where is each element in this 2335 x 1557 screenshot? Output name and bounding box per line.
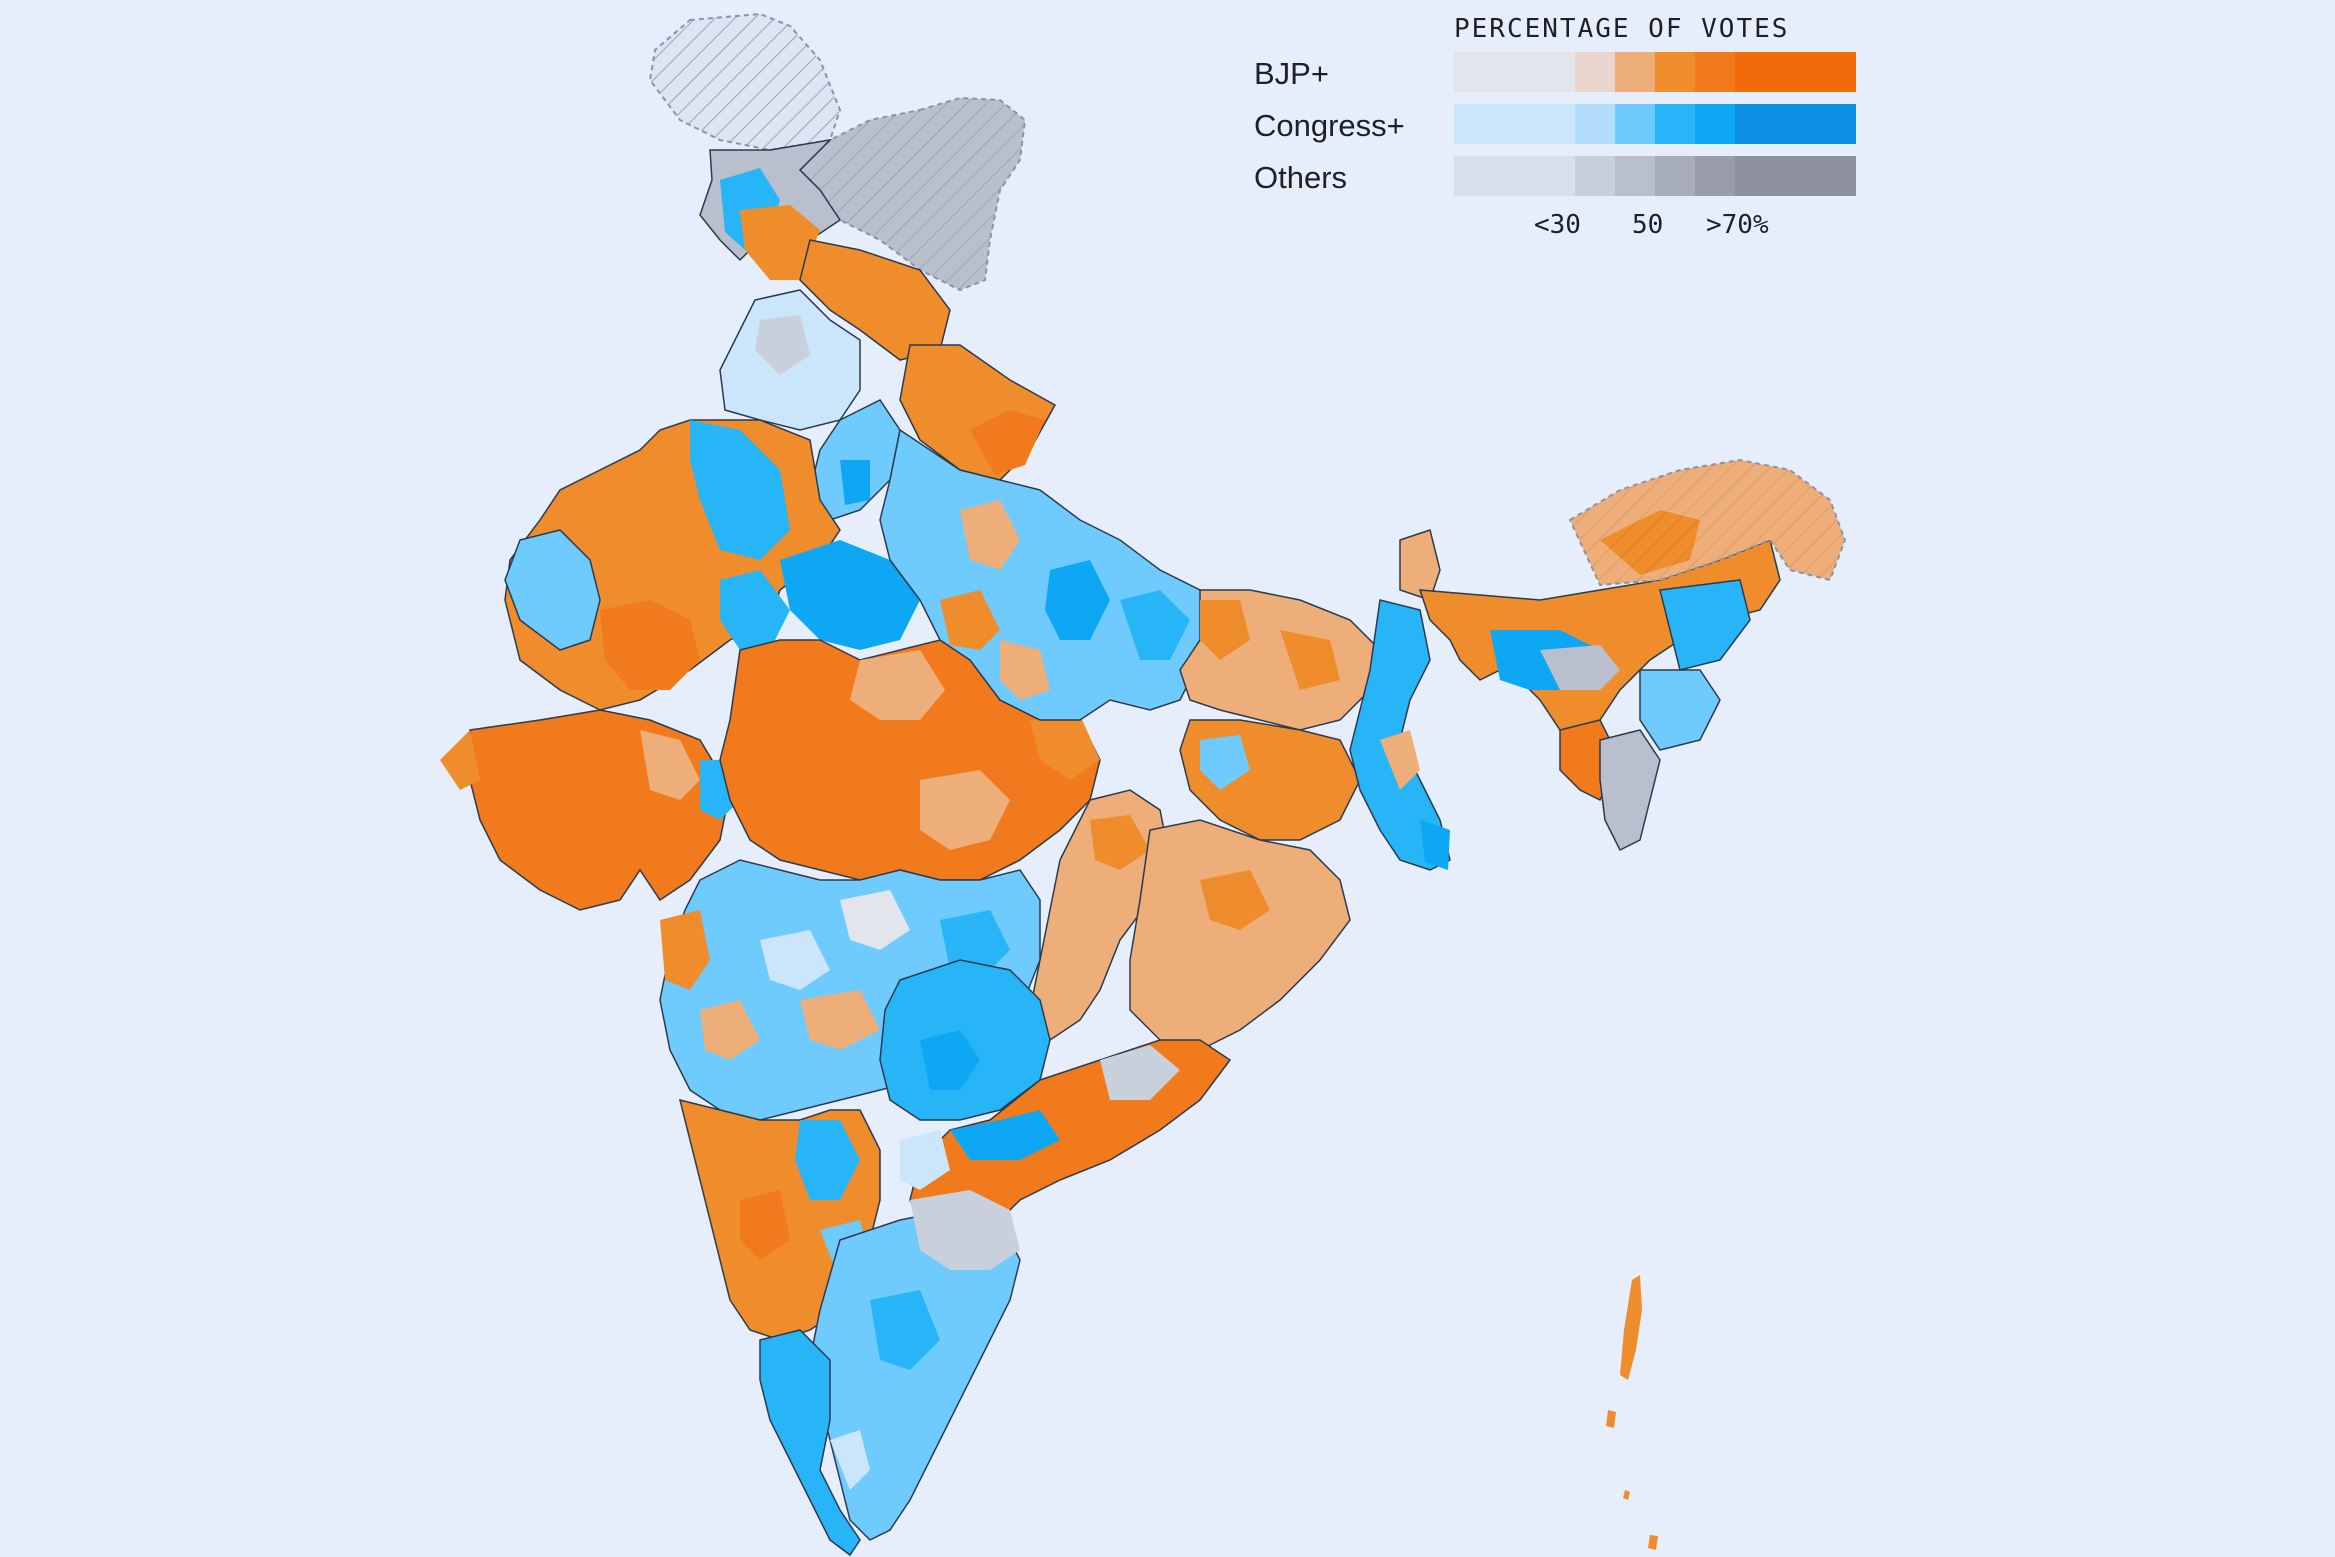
legend-swatch	[1614, 104, 1656, 144]
legend-row-congress: Congress+	[1240, 104, 1860, 144]
legend-label-bjp: BJP+	[1254, 56, 1329, 91]
legend-scale-congress	[1454, 104, 1857, 144]
legend-swatch	[1775, 52, 1816, 92]
legend-swatch	[1735, 52, 1776, 92]
legend: PERCENTAGE OF VOTES BJP+ Congress+ Other…	[1240, 10, 1860, 250]
region-south-tip	[759, 1190, 1021, 1557]
region-odisha	[1129, 819, 1351, 1051]
region-north-east	[1399, 458, 1847, 852]
region-jammu-kashmir	[699, 138, 842, 280]
disputed-territory	[648, 12, 1027, 292]
legend-tick-high: >70%	[1706, 210, 1769, 240]
region-north-hills	[799, 239, 1057, 481]
legend-swatch	[1614, 156, 1656, 196]
legend-swatch	[1775, 104, 1816, 144]
legend-swatch	[1454, 104, 1495, 144]
legend-swatch	[1494, 104, 1535, 144]
region-punjab-haryana	[719, 289, 901, 521]
region-telangana-andhra	[879, 959, 1232, 1251]
legend-row-others: Others	[1240, 156, 1860, 196]
legend-swatch	[1655, 104, 1696, 144]
legend-swatch	[1815, 156, 1857, 196]
legend-swatch	[1695, 156, 1736, 196]
legend-swatch	[1735, 156, 1776, 196]
legend-swatch	[1494, 156, 1535, 196]
legend-swatch	[1534, 104, 1575, 144]
legend-swatch	[1775, 156, 1816, 196]
region-madhya-pradesh	[719, 639, 1101, 881]
legend-swatch	[1735, 104, 1776, 144]
legend-swatch	[1614, 52, 1656, 92]
legend-swatch	[1494, 52, 1535, 92]
legend-swatch	[1534, 52, 1575, 92]
legend-label-congress: Congress+	[1254, 108, 1405, 143]
legend-swatch	[1454, 52, 1495, 92]
legend-scale-others	[1454, 156, 1857, 196]
legend-swatch	[1655, 52, 1696, 92]
legend-scale-bjp	[1454, 52, 1857, 92]
legend-label-others: Others	[1254, 160, 1348, 195]
legend-ticks: <30 50 >70%	[1454, 210, 1856, 244]
legend-swatch	[1454, 156, 1495, 196]
region-chhattisgarh	[1029, 789, 1171, 1042]
legend-swatch	[1534, 156, 1575, 196]
legend-tick-low: <30	[1534, 210, 1581, 240]
region-jharkhand	[1179, 719, 1361, 841]
region-gujarat	[440, 529, 740, 911]
legend-swatch	[1815, 104, 1857, 144]
legend-tick-mid: 50	[1632, 210, 1664, 240]
legend-swatch	[1815, 52, 1857, 92]
legend-row-bjp: BJP+	[1240, 52, 1860, 92]
legend-swatch	[1574, 104, 1615, 144]
legend-title: PERCENTAGE OF VOTES	[1454, 14, 1790, 44]
region-west-bengal	[1349, 599, 1451, 871]
region-uttar-pradesh	[879, 428, 1221, 721]
legend-swatch	[1574, 156, 1615, 196]
legend-swatch	[1695, 104, 1736, 144]
region-andaman-nicobar	[1606, 1275, 1658, 1550]
legend-swatch	[1574, 52, 1615, 92]
region-bihar	[1179, 589, 1381, 731]
legend-swatch	[1655, 156, 1696, 196]
legend-swatch	[1695, 52, 1736, 92]
